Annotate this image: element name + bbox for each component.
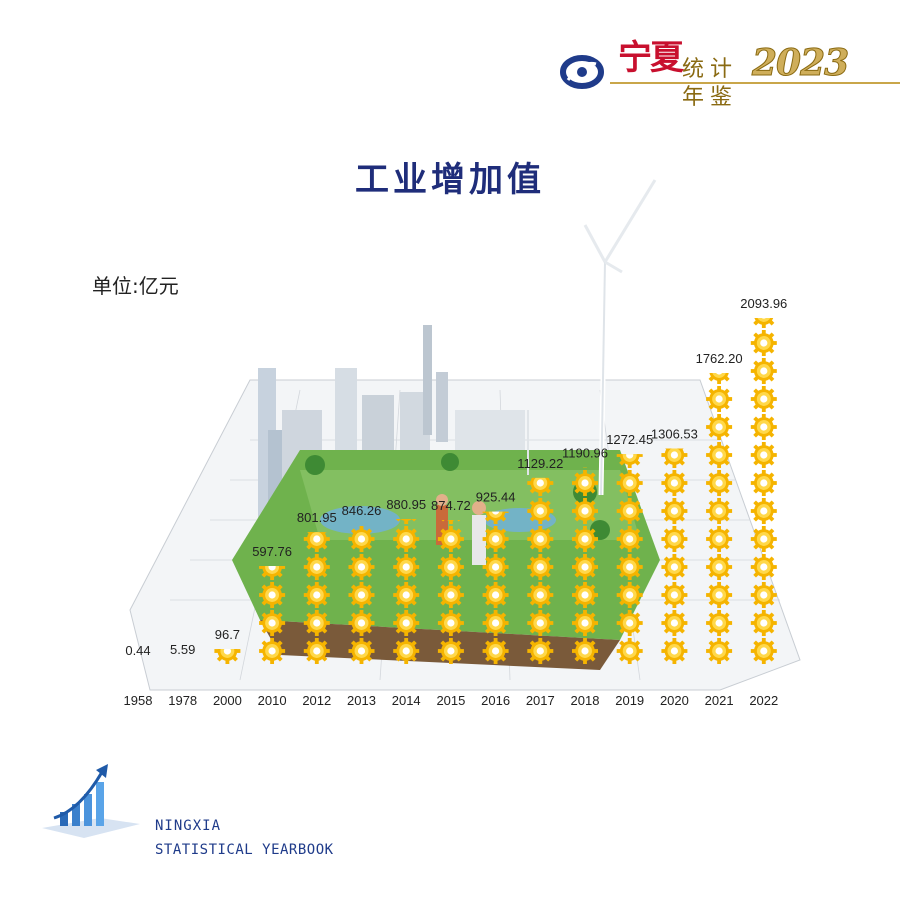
value-label-2018: 1190.96 [562,446,608,461]
bar-series [214,318,777,664]
bar-2021 [706,372,733,664]
value-label-2015: 874.72 [431,498,471,513]
bar-2013 [348,526,375,664]
x-tick-2022: 2022 [749,693,778,708]
brand-ningxia: 宁夏 [618,38,684,78]
chart-title: 工业增加值 [355,160,545,200]
x-tick-2012: 2012 [302,693,331,708]
bar-2018 [572,467,598,664]
bar-2016 [482,511,509,664]
footer-statistical-yearbook: STATISTICAL YEARBOOK [155,842,334,858]
brand-year: 2023 [751,42,849,85]
value-labels: 0.44 5.59 96.7 597.76 801.95 846.26 880.95 874.… [125,296,787,658]
bar-2022 [750,318,777,664]
header-brand: 宁夏 统计年鉴 2023 [560,30,900,120]
x-axis-tick-labels: 1958 1978 2000 2010 2012 2013 2014 2015 2016 2017… [124,693,779,708]
bar-2019 [616,454,643,664]
value-label-2012: 801.95 [297,510,337,525]
ningxia-statistics-logo-icon [560,55,604,89]
x-tick-1978: 1978 [168,693,197,708]
value-label-1958: 0.44 [125,643,150,658]
rising-bar-chart-arrow-icon [42,764,140,838]
value-label-2022: 2093.96 [740,296,787,311]
unit-label: 单位:亿元 [92,274,179,298]
value-label-2020: 1306.53 [651,426,698,441]
bar-2014 [393,519,420,664]
header-rule [610,82,900,84]
value-label-2021: 1762.20 [696,351,743,366]
footer-ningxia: NINGXIA [155,818,222,834]
brand-yearbook: 统计年鉴 [682,57,739,110]
x-tick-2017: 2017 [526,693,555,708]
bar-2000 [214,648,241,664]
x-tick-2018: 2018 [571,693,600,708]
x-tick-2021: 2021 [705,693,734,708]
value-label-2019: 1272.45 [606,432,653,447]
bar-2012 [303,532,330,664]
bar-2020 [661,448,688,664]
bar-2015 [437,520,464,664]
value-label-2013: 846.26 [342,503,382,518]
bar-2010 [259,565,286,664]
value-label-2000: 96.7 [215,627,240,642]
x-tick-1958: 1958 [124,693,153,708]
x-tick-2016: 2016 [481,693,510,708]
bar-2017 [527,477,554,664]
value-label-2017: 1129.22 [517,456,563,471]
x-tick-2019: 2019 [615,693,644,708]
x-tick-2000: 2000 [213,693,242,708]
x-tick-2020: 2020 [660,693,689,708]
value-label-2016: 925.44 [476,490,516,505]
value-label-1978: 5.59 [170,642,195,657]
x-tick-2015: 2015 [436,693,465,708]
industrial-park-illustration [129,179,801,691]
value-label-2014: 880.95 [386,497,426,512]
x-tick-2013: 2013 [347,693,376,708]
x-tick-2010: 2010 [258,693,287,708]
value-label-2010: 597.76 [252,544,292,559]
x-tick-2014: 2014 [392,693,421,708]
